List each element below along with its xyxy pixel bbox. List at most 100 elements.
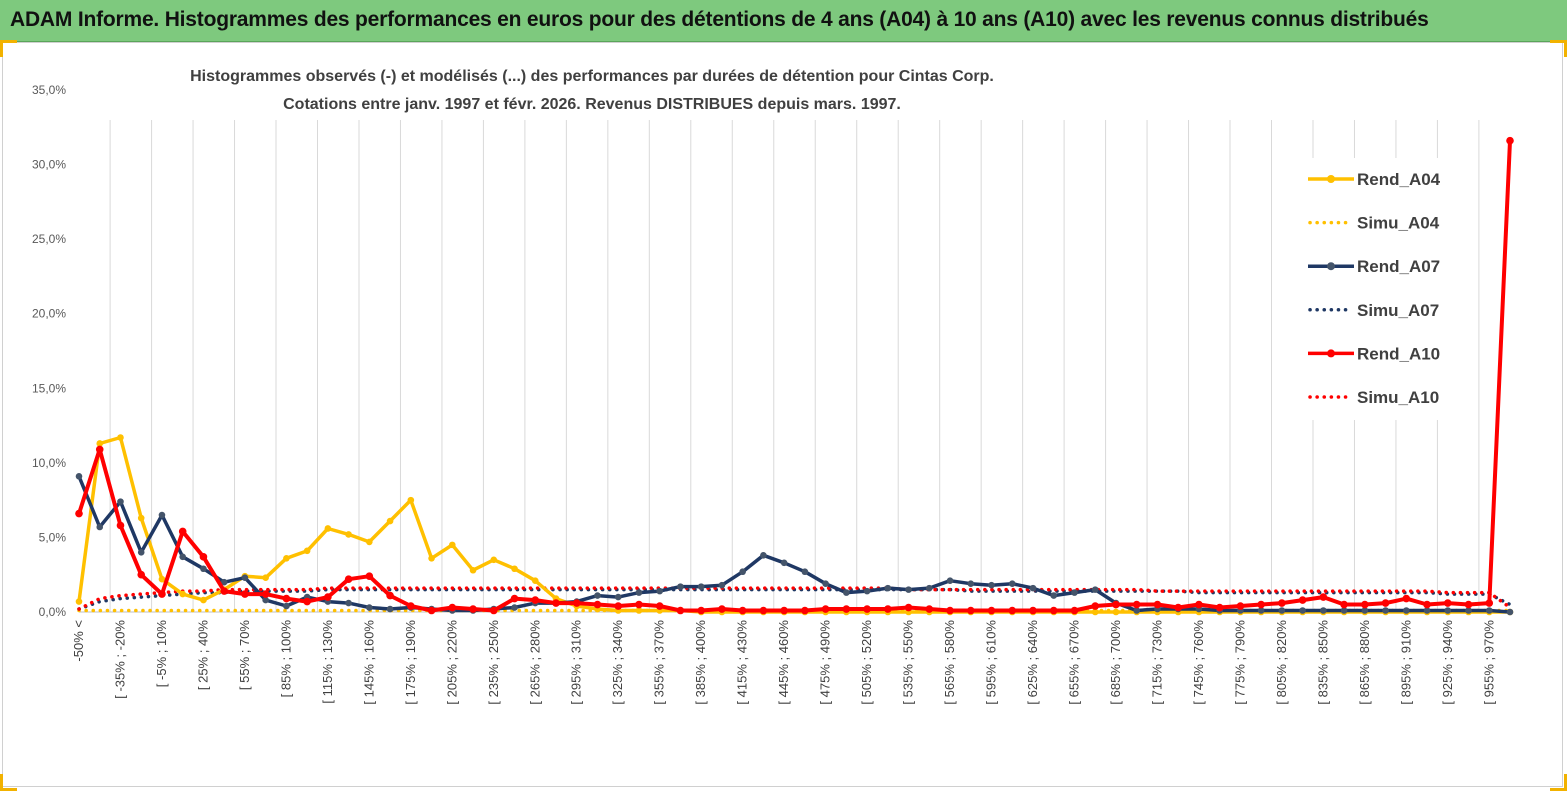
data-point-Rend_A10 (1278, 599, 1286, 607)
legend-marker-Rend_A10 (1327, 349, 1335, 358)
data-point-Rend_A07 (1485, 607, 1493, 614)
legend-label-Simu_A04: Simu_A04 (1357, 214, 1440, 233)
data-point-Rend_A10 (821, 605, 830, 613)
x-tick-label: [ -35% ; -20% (112, 620, 127, 699)
x-tick-label: [ 385% ; 400% (693, 620, 708, 705)
data-point-Rend_A07 (1444, 607, 1452, 614)
frame-corner-top-left (0, 40, 17, 57)
data-point-Rend_A10 (884, 605, 892, 613)
data-point-Rend_A07 (1008, 580, 1016, 587)
data-point-Rend_A10 (676, 606, 685, 615)
y-tick-label: 20,0% (32, 307, 66, 321)
y-tick-label: 5,0% (39, 530, 67, 544)
x-tick-label: [ 55% ; 70% (237, 620, 252, 691)
data-point-Rend_A07 (1361, 607, 1369, 614)
data-point-Rend_A07 (1050, 592, 1058, 599)
report-title: ADAM Informe. Histogrammes des performan… (10, 8, 1429, 31)
x-tick-label: [ 445% ; 460% (776, 620, 791, 705)
data-point-Rend_A10 (199, 553, 208, 561)
x-tick-label: [ 745% ; 760% (1191, 620, 1206, 705)
data-point-Rend_A07 (1506, 608, 1514, 616)
legend-label-Simu_A07: Simu_A07 (1357, 301, 1439, 320)
x-tick-label: [ 685% ; 700% (1108, 620, 1123, 705)
data-point-Rend_A07 (1340, 607, 1348, 614)
series-line-Rend_A07 (77, 475, 1511, 614)
data-point-Rend_A10 (1070, 606, 1079, 615)
data-point-Rend_A07 (946, 577, 954, 584)
x-tick-label: [ 505% ; 520% (859, 620, 874, 705)
data-point-Rend_A04 (262, 574, 269, 581)
data-point-Rend_A10 (324, 593, 332, 601)
data-point-Rend_A07 (780, 559, 788, 567)
data-point-Rend_A10 (1236, 602, 1245, 610)
data-point-Rend_A10 (448, 603, 457, 612)
x-tick-label: [ 595% ; 610% (984, 620, 999, 705)
x-tick-label: [ 235% ; 250% (486, 620, 501, 705)
data-point-Rend_A07 (1382, 607, 1389, 614)
data-point-Rend_A04 (96, 440, 104, 447)
y-tick-label: 30,0% (32, 158, 66, 172)
x-tick-label: [ 205% ; 220% (444, 620, 459, 705)
legend-label-Rend_A10: Rend_A10 (1357, 344, 1440, 363)
data-point-Rend_A07 (1091, 586, 1099, 593)
data-point-Rend_A07 (697, 583, 705, 590)
y-tick-label: 35,0% (32, 83, 66, 97)
data-point-Rend_A07 (137, 549, 145, 556)
legend-background (1296, 158, 1466, 420)
data-point-Rend_A04 (324, 525, 332, 532)
x-tick-label: [ 865% ; 880% (1357, 620, 1372, 705)
data-point-Rend_A10 (137, 570, 146, 579)
x-tick-label: [ 925% ; 940% (1440, 620, 1455, 705)
data-point-Rend_A10 (344, 575, 353, 583)
data-point-Rend_A07 (926, 584, 933, 592)
data-point-Rend_A10 (1464, 600, 1473, 609)
data-point-Rend_A10 (158, 590, 166, 598)
data-point-Rend_A10 (1132, 600, 1141, 609)
x-tick-label: [ -5% ; 10% (154, 620, 169, 688)
data-point-Rend_A07 (594, 592, 601, 599)
data-point-Rend_A10 (386, 591, 394, 600)
data-point-Rend_A07 (1029, 584, 1037, 592)
data-point-Rend_A10 (1485, 599, 1494, 607)
data-point-Rend_A07 (656, 587, 663, 595)
data-point-Rend_A10 (427, 606, 436, 615)
data-point-Rend_A07 (614, 593, 622, 601)
x-tick-label: [ 25% ; 40% (195, 620, 210, 691)
data-point-Rend_A07 (718, 581, 726, 589)
data-point-Rend_A07 (96, 523, 104, 531)
x-tick-label: [ 895% ; 910% (1398, 620, 1413, 705)
x-tick-label: [ 955% ; 970% (1481, 620, 1496, 705)
x-tick-label: [ 565% ; 580% (942, 620, 957, 705)
title-background (150, 58, 1040, 120)
data-point-Rend_A10 (1443, 599, 1452, 607)
x-tick-label: [ 415% ; 430% (735, 620, 750, 705)
data-point-Rend_A10 (365, 572, 374, 581)
y-tick-label: 25,0% (32, 232, 66, 246)
data-point-Rend_A07 (117, 498, 124, 505)
data-point-Rend_A10 (718, 605, 726, 613)
x-tick-label: [ 715% ; 730% (1149, 620, 1164, 705)
data-point-Rend_A07 (283, 602, 290, 610)
data-point-Rend_A04 (179, 590, 186, 598)
data-point-Rend_A10 (1091, 602, 1100, 610)
x-tick-label: [ 145% ; 160% (361, 620, 376, 705)
data-point-Rend_A07 (1423, 607, 1431, 614)
data-point-Rend_A04 (137, 514, 145, 522)
x-tick-label: [ 295% ; 310% (569, 620, 584, 705)
data-point-Rend_A04 (200, 596, 207, 604)
y-axis: 0,0% 5,0% 10,0% 15,0% 20,0% 25,0% 30,0% 35,0% (32, 83, 66, 619)
data-point-Rend_A10 (1153, 600, 1162, 609)
data-point-Rend_A04 (428, 555, 435, 562)
data-point-Rend_A10 (282, 594, 291, 603)
data-point-Rend_A04 (283, 555, 290, 562)
grid-lines (109, 120, 1480, 612)
data-point-Rend_A10 (303, 597, 311, 606)
data-point-Rend_A10 (407, 602, 415, 610)
series-line-Rend_A10 (77, 140, 1512, 613)
data-point-Rend_A07 (262, 596, 269, 604)
data-point-Rend_A07 (1403, 607, 1410, 614)
data-point-Rend_A04 (345, 531, 352, 538)
data-point-Rend_A04 (117, 434, 124, 441)
data-point-Rend_A10 (1381, 599, 1390, 607)
data-point-Rend_A07 (677, 583, 684, 590)
